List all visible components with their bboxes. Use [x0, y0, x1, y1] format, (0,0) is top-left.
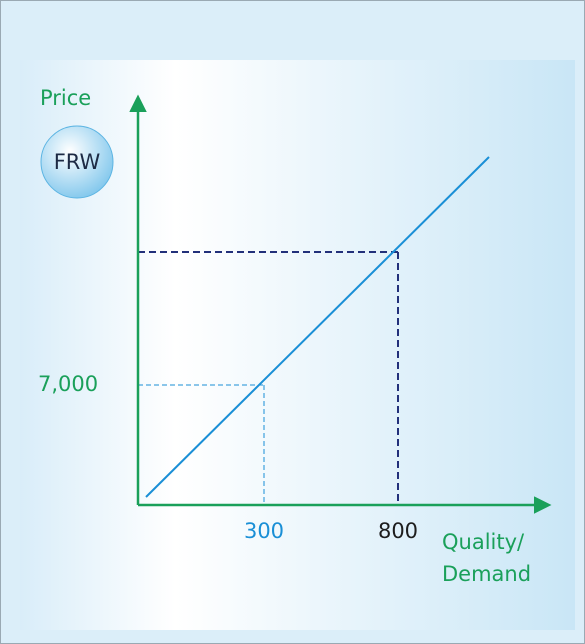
- x-axis-label: Quality/: [442, 530, 525, 554]
- badge-text: FRW: [54, 150, 101, 174]
- quantity-low-label: 300: [244, 519, 284, 543]
- supply-line: [145, 156, 490, 498]
- quantity-high-label: 800: [378, 519, 418, 543]
- badge: [40, 125, 114, 199]
- y-axis-label: Price: [40, 86, 91, 110]
- x-axis-label: Demand: [442, 562, 531, 586]
- price-label: 7,000: [38, 372, 98, 396]
